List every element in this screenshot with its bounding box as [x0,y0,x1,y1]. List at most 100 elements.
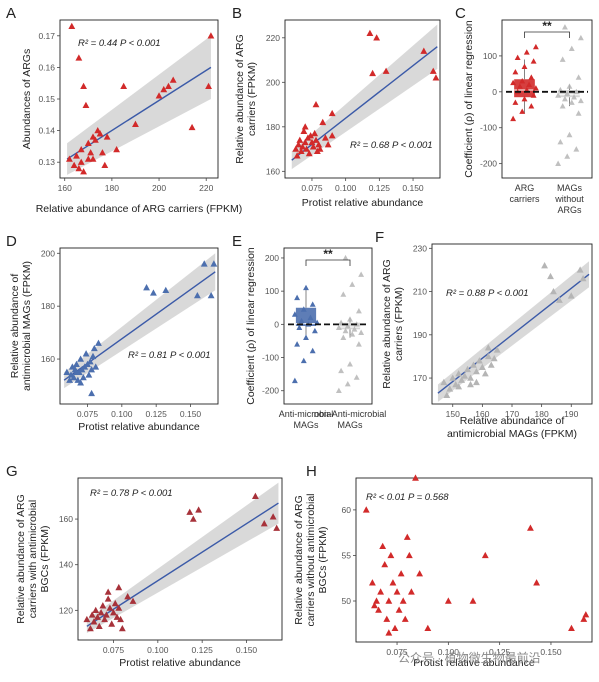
data-point [469,597,477,604]
data-point [571,94,577,100]
data-point [528,74,535,80]
data-point [104,595,112,602]
data-point [490,354,498,362]
data-point [298,317,305,324]
data-point [90,344,98,352]
data-point [324,141,332,148]
data-point [312,136,320,143]
data-point [311,327,318,334]
data-point [328,109,336,117]
x-tick-label: 0.150 [236,645,258,655]
data-point [70,373,78,381]
x-tick-label: 0.100 [111,409,133,419]
data-point [533,579,541,586]
data-point [309,301,316,307]
data-point [80,168,88,175]
x-tick-label: 220 [199,183,213,193]
data-point [369,69,377,77]
data-point [303,334,309,340]
data-point [484,352,492,360]
data-point [335,387,342,394]
data-point [568,99,575,105]
data-point [75,164,83,172]
data-point [530,58,537,64]
data-point [473,378,480,386]
data-point [99,149,106,156]
data-point [160,85,168,93]
data-point [568,624,575,632]
data-point [300,127,308,134]
data-point [550,287,557,295]
data-point [303,145,310,152]
data-point [143,284,150,291]
data-point [124,593,132,600]
x-tick-label: 0.150 [180,409,202,419]
y-axis-label: Coefficient (ρ) of linear regression [245,247,257,405]
data-point [381,560,389,568]
data-point [205,82,212,90]
data-point [301,138,309,146]
data-point [340,291,347,297]
data-point [316,145,324,152]
y-tick-label: 100 [265,286,279,296]
panel-d: D 160 180 200 Relative abundance of antimicro… [6,233,219,433]
data-point [251,492,259,499]
data-point [432,74,440,81]
data-point [353,374,360,380]
data-point [86,624,94,632]
y-axis-label: Relative abundance of ARG carriers (FPKM) [234,34,258,164]
data-point [530,92,537,98]
data-point [210,260,218,267]
data-point [117,615,124,623]
y-axis-label-line: Abundances of ARGs [21,49,33,149]
x-axis-label: Protist relative abundance [78,421,200,433]
data-point [87,149,95,156]
x-tick-label: 0.125 [146,409,168,419]
y-tick-label: 100 [483,51,497,61]
data-point [481,370,489,377]
data-point [77,355,85,362]
data-point [473,367,480,375]
stat-annotation: R² = 0.78 P < 0.001 [90,488,173,499]
x-tick-label: 0.150 [540,647,562,657]
data-point [547,272,554,280]
data-point [559,103,566,109]
data-point [186,508,194,515]
data-point [349,281,356,287]
data-point [92,363,100,370]
data-point [532,85,539,91]
data-point [567,292,575,299]
data-point [575,74,582,80]
data-point [519,77,526,84]
data-point [443,391,451,399]
data-point [102,611,110,618]
x-axis-label-line: Relative abundance of [460,415,565,427]
data-point [73,152,80,159]
data-point [393,588,401,595]
data-point [412,474,419,481]
x-axis-label: Protist relative abundance [413,657,535,669]
data-point [312,100,320,108]
data-point [373,597,380,604]
data-point [347,316,353,322]
category-label-line: without [554,194,584,204]
data-point [512,99,519,105]
data-point [555,160,562,166]
x-axis-label: Protist relative abundance [302,197,424,209]
data-point [269,513,277,520]
data-point [165,82,172,90]
y-tick-label: 220 [266,33,280,43]
data-point [519,108,526,114]
x-tick-label: 180 [105,183,119,193]
data-point [464,365,471,373]
significance-label: ** [323,247,333,261]
y-axis-label: Relative abundance of ARG carriers withou… [293,493,329,626]
data-point [385,629,393,636]
data-point [129,597,137,604]
x-tick-label: 0.075 [103,645,125,655]
x-axis-label-line: Protist relative abundance [302,197,424,209]
data-point [307,132,315,139]
data-point [260,520,268,527]
y-axis-label: Relative abundance of ARG carriers (FPKM) [381,259,405,389]
data-point [387,551,395,559]
